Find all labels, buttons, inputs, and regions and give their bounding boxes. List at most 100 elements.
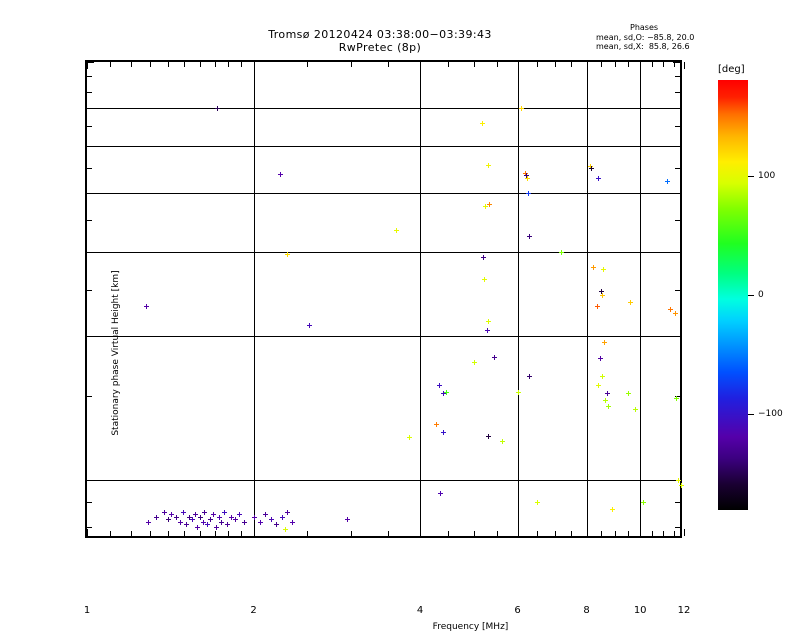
data-point	[144, 303, 150, 309]
axis-tick	[420, 62, 422, 69]
axis-tick	[673, 62, 680, 63]
axis-tick	[253, 529, 255, 536]
axis-tick	[663, 62, 665, 67]
data-point	[285, 252, 291, 258]
data-point	[213, 524, 219, 530]
gridline-horizontal	[87, 336, 680, 338]
axis-tick	[87, 502, 92, 504]
data-point	[640, 500, 646, 506]
data-point	[202, 509, 208, 515]
axis-tick	[350, 62, 352, 67]
data-point	[153, 514, 159, 520]
gridline-horizontal	[87, 146, 680, 148]
data-point	[187, 514, 193, 520]
data-point	[236, 512, 242, 517]
axis-tick	[675, 76, 680, 78]
axis-tick	[87, 192, 94, 194]
x-tick-label: 10	[633, 605, 647, 616]
data-point	[667, 307, 673, 313]
data-point	[559, 249, 565, 255]
gridlines-layer	[87, 62, 680, 536]
axis-tick	[167, 62, 169, 67]
data-point	[534, 500, 540, 506]
axis-tick	[87, 168, 92, 169]
axis-tick	[109, 62, 111, 67]
axis-tick	[536, 531, 538, 536]
axis-tick	[87, 252, 94, 254]
data-point	[525, 176, 531, 182]
axis-tick	[87, 108, 94, 110]
axis-tick	[651, 62, 653, 67]
axis-tick	[684, 529, 685, 536]
data-point	[484, 328, 490, 334]
axis-tick	[673, 192, 680, 194]
axis-tick	[388, 531, 389, 536]
axis-tick	[130, 62, 132, 67]
axis-tick	[199, 62, 201, 67]
data-point	[232, 517, 238, 522]
data-point	[590, 264, 596, 270]
data-point	[241, 519, 247, 525]
data-point	[146, 519, 152, 525]
data-point	[205, 522, 211, 527]
data-point	[672, 310, 678, 316]
axis-tick	[87, 526, 92, 528]
axis-tick	[496, 531, 498, 536]
x-tick-label: 4	[416, 605, 424, 616]
data-point	[184, 522, 189, 527]
data-point	[525, 190, 531, 196]
data-point	[394, 227, 400, 233]
data-point	[257, 519, 263, 525]
gridline-vertical	[517, 62, 519, 536]
axis-tick	[627, 531, 629, 536]
ionogram-figure: Tromsø 20120424 03:38:00−03:39:43 RwPret…	[84, 23, 783, 632]
axis-tick	[448, 531, 450, 536]
axis-tick	[675, 526, 680, 528]
axis-tick	[228, 62, 230, 67]
data-point	[485, 163, 491, 169]
data-point	[283, 527, 288, 533]
axis-tick	[87, 62, 88, 69]
data-point	[407, 435, 412, 441]
chart-title-line-2: RwPretec (8p)	[338, 41, 422, 54]
axis-tick	[253, 62, 255, 69]
axis-tick	[675, 220, 680, 222]
axis-tick	[640, 529, 642, 536]
data-point	[485, 319, 491, 325]
axis-tick	[673, 531, 675, 536]
axis-tick	[241, 531, 243, 536]
x-tick-label: 2	[250, 605, 257, 616]
axis-tick	[87, 480, 94, 482]
data-point	[596, 176, 602, 182]
axis-tick	[675, 396, 680, 398]
data-point	[594, 303, 600, 309]
data-point	[251, 514, 257, 520]
x-tick-label: 6	[514, 605, 521, 616]
colorbar-unit-label: [deg]	[718, 64, 745, 75]
colorbar-tick-label: 100	[758, 170, 776, 181]
data-point	[602, 398, 608, 404]
axis-tick	[496, 62, 498, 67]
data-point	[228, 514, 234, 520]
colorbar-tick	[748, 414, 754, 416]
data-point	[665, 178, 671, 184]
data-point	[290, 519, 296, 525]
data-point	[193, 512, 199, 517]
axis-tick	[517, 62, 519, 69]
axis-tick	[87, 290, 92, 292]
axis-tick	[640, 62, 642, 69]
axis-tick	[571, 531, 573, 536]
data-point	[307, 323, 313, 329]
x-tick-label: 12	[677, 605, 691, 616]
gridline-vertical	[253, 62, 255, 536]
axis-tick	[307, 531, 309, 536]
axis-tick	[109, 531, 111, 536]
axis-tick	[473, 62, 475, 67]
axis-tick	[675, 502, 680, 504]
data-point	[673, 395, 679, 401]
axis-tick	[675, 91, 680, 93]
axis-tick	[307, 62, 309, 67]
data-point	[174, 514, 180, 520]
data-point	[200, 519, 206, 525]
data-point	[263, 512, 269, 517]
